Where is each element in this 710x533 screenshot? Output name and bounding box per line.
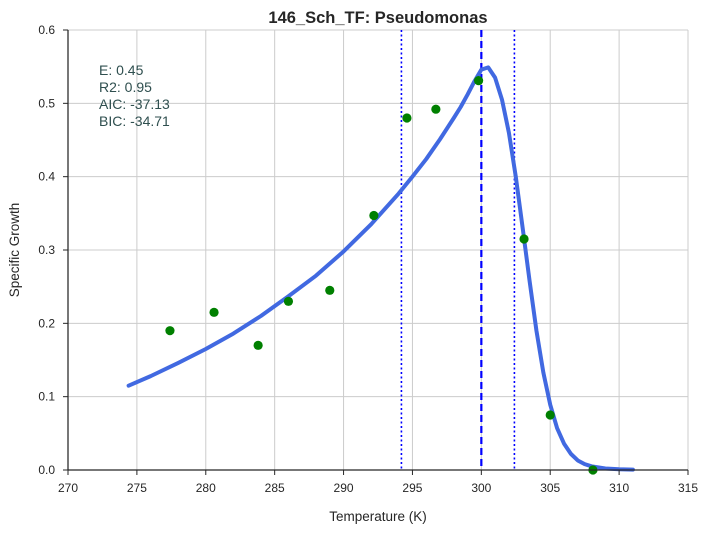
y-tick-label: 0.1 [38, 390, 55, 404]
data-point [431, 104, 441, 114]
y-tick-label: 0.6 [38, 23, 55, 37]
x-tick-label: 305 [540, 481, 560, 495]
tick-labels: 270 275 280 285 290 295 300 305 310 315 0.0 0.1 0.2 0… [38, 23, 698, 495]
stat-bic: BIC: -34.71 [99, 113, 170, 129]
data-point [402, 113, 412, 123]
data-point [369, 210, 379, 221]
data-point [165, 326, 175, 336]
data-point [545, 410, 555, 420]
stat-r2: R2: 0.95 [99, 79, 152, 95]
x-tick-label: 275 [127, 481, 147, 495]
stat-e: E: 0.45 [99, 62, 144, 78]
x-tick-label: 270 [58, 481, 78, 495]
data-point [473, 76, 484, 86]
reference-lines [400, 30, 516, 470]
x-tick-label: 295 [402, 481, 422, 495]
data-point [519, 234, 529, 244]
x-tick-label: 280 [196, 481, 216, 495]
x-tick-label: 290 [334, 481, 354, 495]
fit-curve [126, 65, 635, 472]
x-tick-label: 315 [678, 481, 698, 495]
x-tick-label: 310 [609, 481, 629, 495]
x-axis-title: Temperature (K) [329, 509, 427, 524]
y-tick-label: 0.5 [38, 96, 55, 110]
chart-title: 146_Sch_TF: Pseudomonas [268, 9, 487, 27]
data-point [325, 285, 335, 295]
data-point [209, 307, 219, 317]
data-point [253, 340, 263, 350]
y-tick-label: 0.3 [38, 243, 55, 257]
fit-curve-layer [126, 65, 635, 472]
y-axis-title: Specific Growth [7, 203, 22, 298]
data-points [165, 76, 598, 475]
y-tick-label: 0.4 [38, 170, 55, 184]
data-point [283, 296, 294, 306]
axes [63, 29, 689, 475]
x-tick-label: 285 [265, 481, 285, 495]
fit-statistics: E: 0.45 R2: 0.95 AIC: -37.13 BIC: -34.71 [99, 62, 170, 129]
y-tick-label: 0.2 [38, 316, 55, 330]
y-tick-label: 0.0 [38, 463, 55, 477]
x-tick-label: 300 [471, 481, 491, 495]
stat-aic: AIC: -37.13 [99, 96, 170, 112]
